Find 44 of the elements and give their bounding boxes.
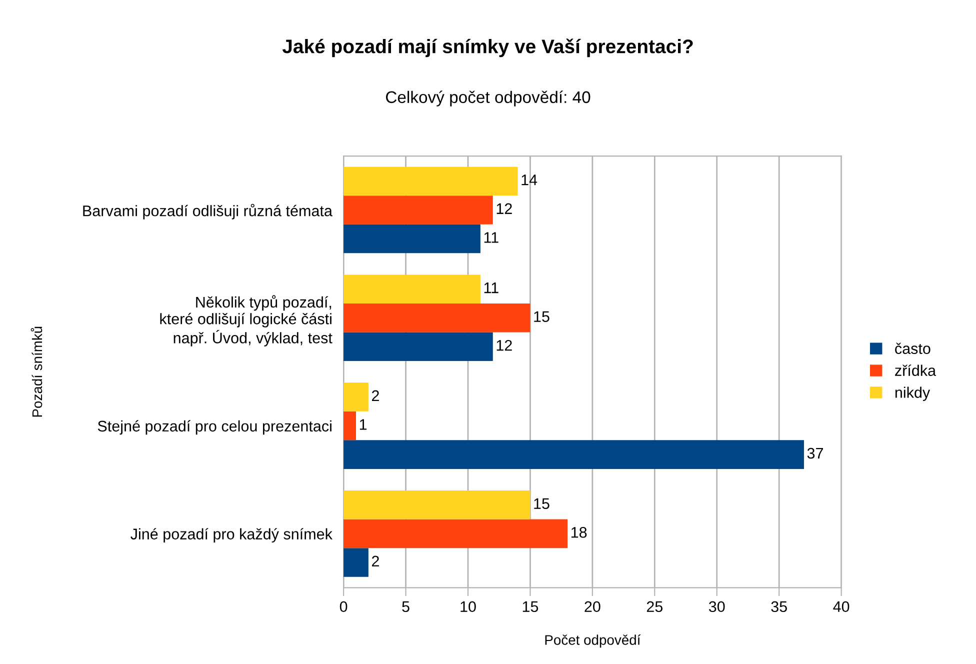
- y-tick-label: Stejné pozadí pro celou prezentaci: [98, 420, 332, 435]
- bar: [344, 224, 480, 254]
- x-tick-label: 20: [584, 601, 600, 612]
- bar: [344, 332, 493, 362]
- data-label: 11: [484, 282, 498, 294]
- data-label: 2: [372, 556, 379, 566]
- x-tick-label: 5: [402, 601, 410, 612]
- x-tick-label: 0: [340, 601, 348, 612]
- data-label: 12: [496, 203, 512, 214]
- bar: [344, 519, 568, 548]
- chart-title: Jaké pozadí mají snímky ve Vaší prezentaci?: [282, 38, 693, 58]
- data-label: 18: [571, 526, 587, 538]
- bar: [344, 382, 368, 412]
- data-label: 15: [534, 311, 550, 322]
- x-tick-label: 30: [708, 601, 725, 612]
- data-label: 14: [522, 174, 538, 186]
- legend-label: zřídka: [895, 364, 936, 376]
- data-label: 11: [484, 232, 498, 243]
- y-tick-label: Jiné pozadí pro každý snímek: [130, 528, 332, 542]
- bar: [344, 196, 493, 224]
- data-label: 1: [360, 419, 367, 430]
- y-tick-label: Barvami pozadí odlišuji různá témata: [83, 204, 332, 220]
- legend-label: nikdy: [895, 386, 930, 401]
- bar: [344, 166, 518, 196]
- x-tick-label: 10: [460, 601, 476, 612]
- data-label: 12: [496, 340, 512, 351]
- legend-label: často: [895, 342, 930, 354]
- bar: [344, 274, 480, 304]
- bar: [344, 440, 804, 469]
- bar: [344, 304, 530, 332]
- y-tick-label: Několik typů pozadí, které odlišují logické části např. Úvod, výklad, test: [160, 295, 332, 346]
- x-tick-label: 25: [646, 601, 663, 612]
- chart-subtitle: Celkový počet odpovědí: 40: [386, 90, 590, 106]
- data-label: 15: [534, 498, 550, 510]
- x-axis-title: Počet odpovědí: [545, 634, 641, 648]
- bar: [344, 411, 356, 440]
- y-axis-title: Pozadí snímků: [30, 326, 42, 417]
- x-tick-label: 40: [833, 601, 850, 612]
- data-label: 37: [807, 448, 823, 459]
- bar: [344, 490, 530, 520]
- x-tick-label: 35: [771, 601, 787, 612]
- x-tick-label: 15: [522, 601, 538, 612]
- data-label: 2: [372, 390, 379, 401]
- bar: [344, 548, 368, 577]
